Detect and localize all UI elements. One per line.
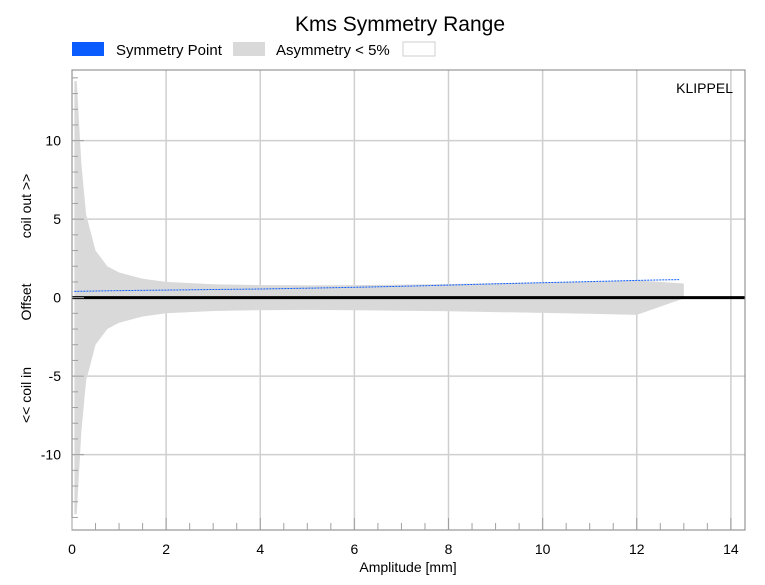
x-tick-label-14: 14 — [723, 541, 739, 557]
plot-frame — [71, 69, 746, 531]
legend-label-1: Asymmetry < 5% — [276, 42, 390, 59]
legend-label-0: Symmetry Point — [116, 42, 223, 59]
klippel-watermark: KLIPPEL — [676, 80, 733, 96]
y-tick-label--10: -10 — [41, 447, 61, 463]
series-lines-layer — [72, 279, 745, 300]
x-tick-label-8: 8 — [445, 541, 453, 557]
chart-title: Kms Symmetry Range — [295, 13, 505, 36]
x-tick-label-10: 10 — [535, 541, 551, 557]
y-axis-label-coil-in: << coil in — [18, 367, 34, 423]
x-tick-label-0: 0 — [68, 541, 76, 557]
y-tick-labels: -10 -5 0 5 10 — [41, 133, 61, 463]
x-tick-label-2: 2 — [162, 541, 170, 557]
x-tick-label-4: 4 — [256, 541, 264, 557]
x-axis-label: Amplitude [mm] — [359, 559, 456, 575]
symmetry-point-line — [74, 279, 680, 292]
y-axis-label-coil-out: coil out >> — [18, 174, 34, 239]
legend-swatch-2 — [402, 41, 436, 57]
x-tick-label-6: 6 — [350, 541, 358, 557]
y-axis-label: << coil in Offset coil out >> — [18, 174, 34, 423]
y-tick-label-5: 5 — [53, 211, 61, 227]
y-tick-label--5: -5 — [49, 368, 62, 384]
legend-swatch-1 — [233, 42, 265, 56]
x-tick-labels: 0 2 4 6 8 10 12 14 — [68, 541, 739, 557]
legend: Symmetry Point Asymmetry < 5% — [72, 41, 436, 59]
y-tick-label-10: 10 — [45, 133, 61, 149]
tick-marks — [71, 77, 732, 530]
legend-swatch-0 — [72, 42, 104, 56]
y-tick-label-0: 0 — [53, 290, 61, 306]
y-axis-label-offset: Offset — [18, 283, 34, 320]
x-tick-label-12: 12 — [629, 541, 645, 557]
